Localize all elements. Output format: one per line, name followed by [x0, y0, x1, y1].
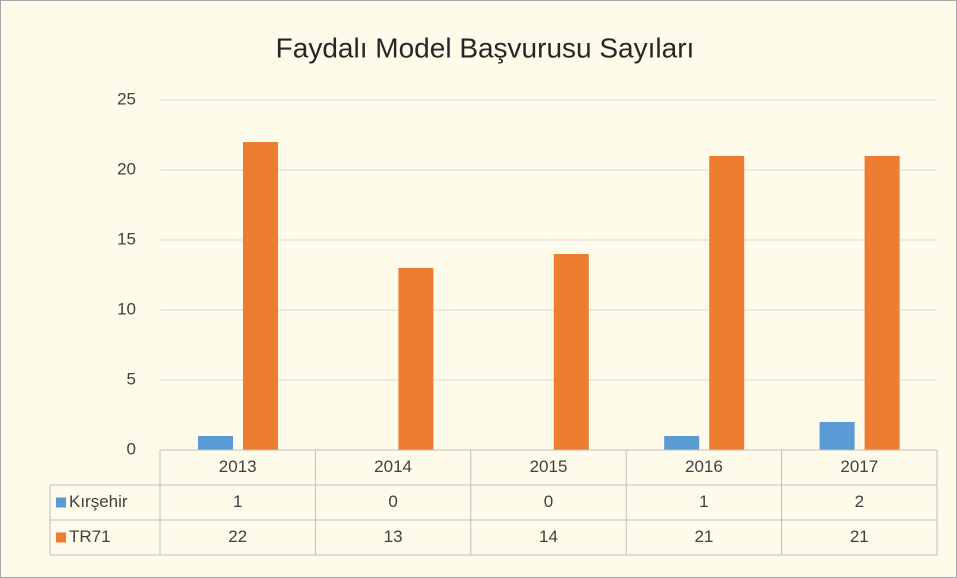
- y-tick-label: 0: [127, 439, 136, 458]
- table-cell: 0: [544, 492, 553, 511]
- bar: [819, 422, 855, 450]
- bar: [664, 436, 700, 450]
- table-cell: 2: [855, 492, 864, 511]
- legend-key: [56, 497, 66, 508]
- x-tick-label: 2016: [685, 457, 723, 476]
- table-cell: 21: [850, 527, 869, 546]
- table-cell: 22: [228, 527, 247, 546]
- table-cell: 14: [539, 527, 558, 546]
- y-tick-label: 20: [117, 159, 136, 178]
- bar: [398, 268, 434, 450]
- legend-key: [56, 532, 66, 543]
- bar: [198, 436, 233, 450]
- bar: [553, 254, 589, 450]
- x-tick-label: 2013: [219, 457, 257, 476]
- table-cell: 21: [694, 527, 713, 546]
- table-cell: 1: [699, 492, 708, 511]
- x-tick-label: 2015: [530, 457, 568, 476]
- table-cell: 1: [233, 492, 242, 511]
- bar: [864, 156, 900, 450]
- bar: [243, 142, 278, 450]
- y-tick-label: 10: [117, 299, 136, 318]
- chart-title: Faydalı Model Başvurusu Sayıları: [276, 32, 695, 63]
- y-tick-label: 15: [117, 229, 136, 248]
- x-tick-label: 2017: [840, 457, 878, 476]
- legend-label: TR71: [69, 527, 111, 546]
- legend-label: Kırşehir: [69, 492, 128, 511]
- table-cell: 0: [388, 492, 397, 511]
- y-tick-label: 25: [117, 89, 136, 108]
- table-cell: 13: [384, 527, 403, 546]
- y-tick-label: 5: [127, 369, 136, 388]
- bar: [709, 156, 745, 450]
- x-tick-label: 2014: [374, 457, 412, 476]
